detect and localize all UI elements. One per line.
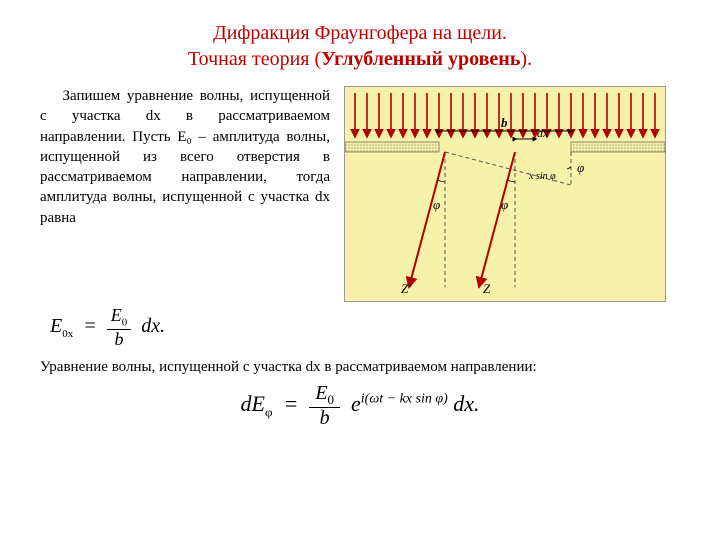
paragraph-2: Уравнение волны, испущенной с участка dx… — [40, 357, 680, 377]
title-line2-bold: Углубленный уровень — [321, 48, 520, 70]
diagram-block: b dx φ φ φ x sin φ — [344, 86, 680, 302]
content-row: Запишем уравнение волны, испущенной с уч… — [40, 86, 680, 302]
eq1-lhs-base: E — [50, 315, 62, 337]
eq2-tail: dx. — [453, 391, 479, 416]
svg-text:Z': Z' — [401, 281, 411, 296]
svg-text:dx: dx — [537, 126, 549, 140]
paragraph-1-text: Запишем уравнение волны, испущенной с уч… — [40, 86, 330, 228]
equation-1: E0x = E0 b dx. — [50, 306, 680, 349]
eq2-num-sub: 0 — [328, 392, 335, 407]
eq2-exponent: i(ωt − kx sin φ) — [361, 392, 448, 407]
svg-text:b: b — [501, 115, 508, 130]
svg-text:Z: Z — [483, 281, 491, 296]
title-line2-a: Точная теория ( — [188, 48, 321, 70]
svg-text:φ: φ — [577, 160, 584, 175]
eq2-den: b — [309, 408, 340, 429]
eq2-lhs: dE — [240, 391, 264, 416]
eq1-tail: dx. — [141, 315, 165, 337]
equation-2: dEφ = E0 b ei(ωt − kx sin φ) dx. — [40, 383, 680, 429]
eq2-num-base: E — [315, 382, 327, 404]
page-title: Дифракция Фраунгофера на щели. Точная те… — [40, 20, 680, 72]
svg-text:φ: φ — [433, 197, 440, 212]
svg-text:x sin φ: x sin φ — [528, 171, 556, 182]
eq1-lhs-sub: 0x — [62, 328, 73, 340]
diffraction-diagram: b dx φ φ φ x sin φ — [344, 86, 666, 302]
paragraph-1: Запишем уравнение волны, испущенной с уч… — [40, 86, 330, 228]
svg-text:φ: φ — [501, 197, 508, 212]
title-line1: Дифракция Фраунгофера на щели. — [213, 22, 507, 44]
eq1-num-base: E — [111, 305, 122, 325]
eq1-den: b — [107, 330, 132, 349]
eq1-num-sub: 0 — [122, 317, 128, 329]
title-line2-close: ). — [520, 48, 532, 70]
diagram-svg: b dx φ φ φ x sin φ — [345, 87, 665, 301]
eq2-lhs-sub: φ — [265, 405, 273, 420]
eq2-e: e — [351, 391, 361, 416]
